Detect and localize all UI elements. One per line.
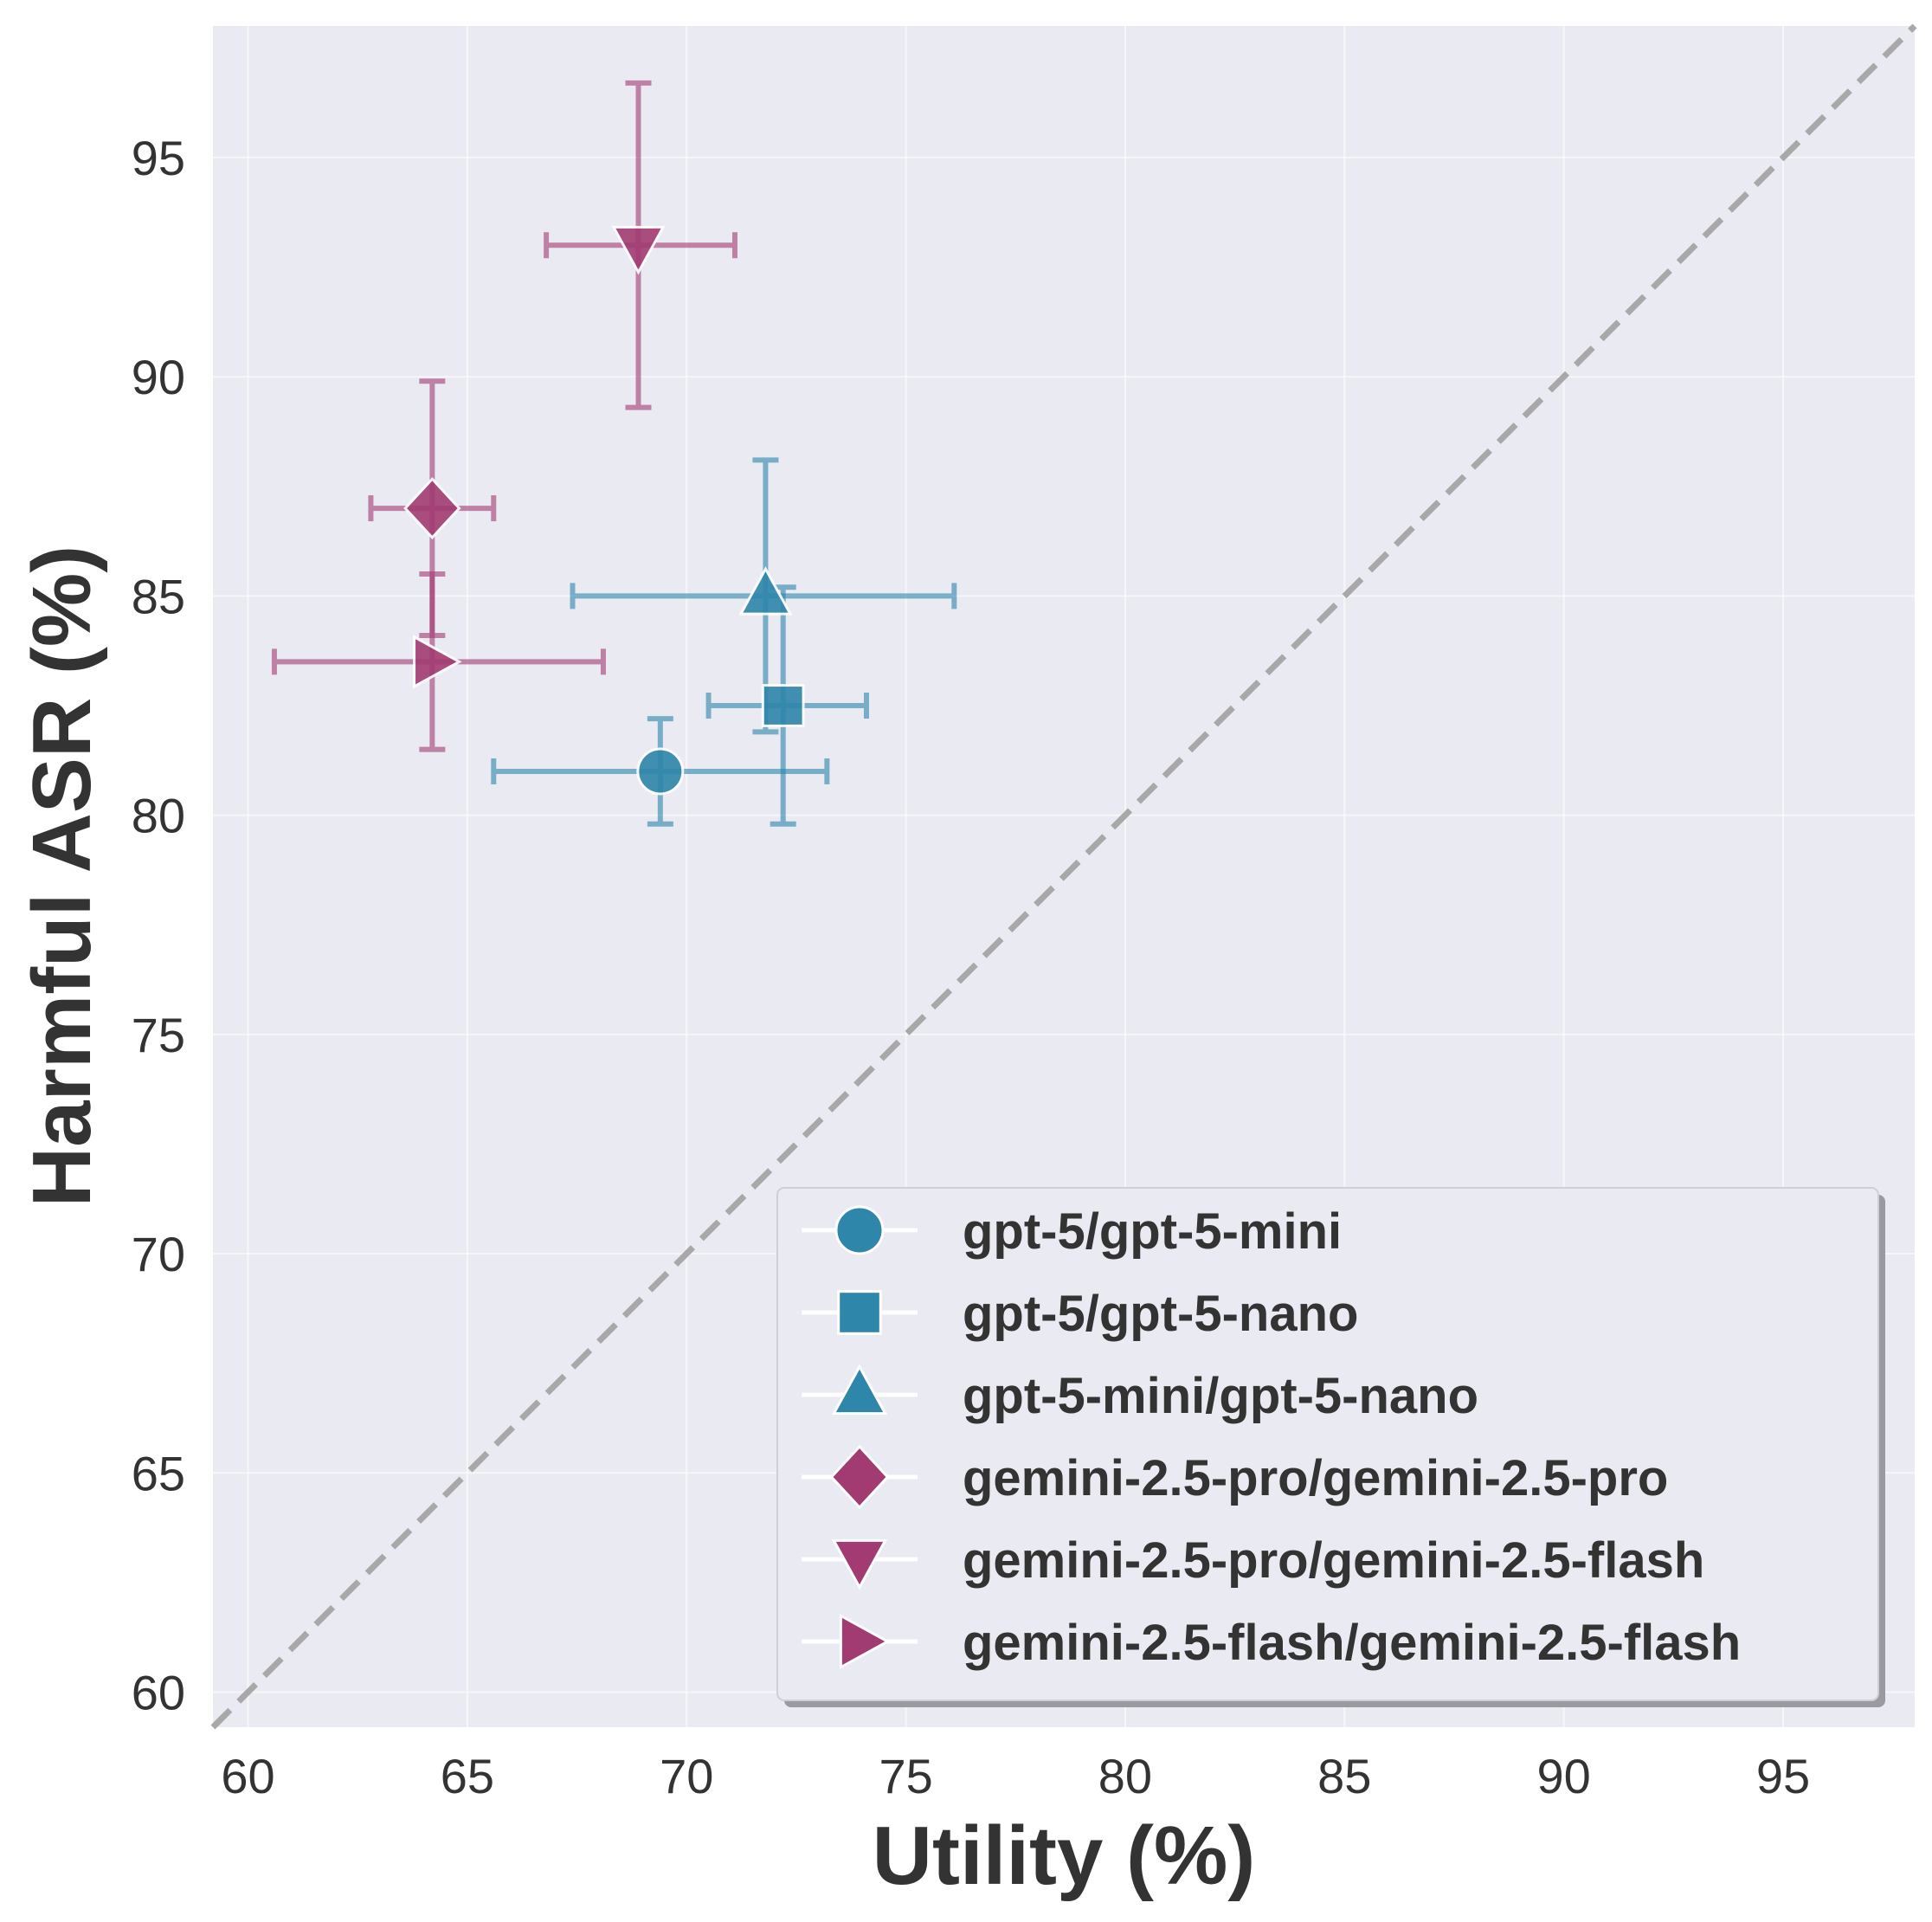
reference-line: [210, 23, 1917, 1730]
legend-label: gemini-2.5-pro/gemini-2.5-flash: [963, 1532, 1704, 1589]
x-tick-label: 65: [441, 1749, 494, 1803]
x-tick-label: 60: [221, 1749, 274, 1803]
x-axis-title: Utility (%): [873, 1809, 1256, 1902]
legend-entries: gpt-5/gpt-5-mini gpt-5/gpt-5-nano gpt-5-mi…: [802, 1203, 1741, 1671]
data-point-marker: [636, 747, 685, 796]
data-point-marker: [611, 225, 666, 275]
x-tick-label: 90: [1536, 1749, 1590, 1803]
legend-marker: [829, 1444, 890, 1510]
y-tick-label: 60: [132, 1665, 185, 1719]
legend-label: gemini-2.5-pro/gemini-2.5-pro: [963, 1450, 1668, 1506]
legend-box: [776, 1187, 1879, 1701]
y-tick-label: 70: [132, 1227, 185, 1281]
legend-label: gpt-5/gpt-5-mini: [963, 1203, 1342, 1260]
y-tick-label: 95: [132, 131, 185, 185]
data-point-marker: [413, 635, 462, 689]
y-axis-title: Harmful ASR (%): [16, 545, 108, 1207]
data-point-marker: [738, 566, 793, 616]
y-tick-label: 65: [132, 1446, 185, 1500]
x-tick-label: 95: [1756, 1749, 1810, 1803]
data-point-marker: [403, 477, 461, 540]
legend-marker: [834, 1205, 885, 1255]
y-tick-label: 85: [132, 569, 185, 623]
data-markers: [403, 225, 805, 796]
x-tick-label: 85: [1317, 1749, 1371, 1803]
legend-label: gpt-5-mini/gpt-5-nano: [963, 1368, 1478, 1424]
legend-label: gpt-5/gpt-5-nano: [963, 1286, 1358, 1342]
legend-marker: [831, 1364, 888, 1416]
legend-marker: [831, 1538, 888, 1590]
y-tick-label: 90: [132, 350, 185, 404]
legend-label: gemini-2.5-flash/gemini-2.5-flash: [963, 1615, 1741, 1671]
tick-labels: 60 65 70 75 80 85 90 95 60 65 70 75 80 85 90 95: [132, 131, 1810, 1803]
x-tick-label: 80: [1098, 1749, 1152, 1803]
legend: gpt-5/gpt-5-mini gpt-5/gpt-5-nano gpt-5-mi…: [776, 1187, 1885, 1707]
legend-marker: [837, 1290, 882, 1335]
y-tick-label: 75: [132, 1008, 185, 1062]
x-tick-label: 75: [879, 1749, 932, 1803]
y-tick-label: 80: [132, 789, 185, 843]
reference-line-layer: [210, 23, 1917, 1730]
legend-marker: [839, 1613, 891, 1670]
data-point-marker: [761, 684, 805, 727]
x-tick-label: 70: [660, 1749, 713, 1803]
